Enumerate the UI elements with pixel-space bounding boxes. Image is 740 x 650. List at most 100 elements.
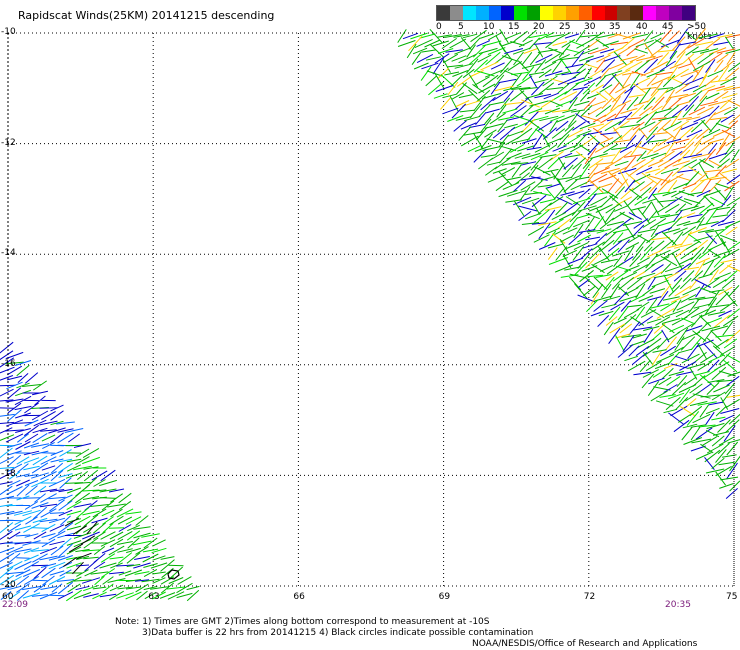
wind-barb [94,575,105,586]
wind-barb [595,75,607,87]
wind-barb [707,311,726,316]
wind-barb [50,462,64,474]
wind-barb [633,326,653,331]
wind-barb [682,423,698,429]
wind-barb [574,261,588,276]
wind-barb [713,249,733,258]
wind-barb [656,308,675,319]
wind-barb [32,553,48,563]
wind-barb [579,55,594,62]
wind-barb [654,88,669,104]
wind-barb [567,129,584,138]
wind-barb [689,277,700,290]
wind-barb [499,126,516,141]
wind-barb [23,450,40,456]
wind-barb [152,571,166,575]
wind-barb [579,163,591,179]
wind-barb [557,76,577,86]
wind-barb [659,29,672,43]
wind-barb [547,157,560,170]
wind-barb [617,306,629,321]
wind-barb [715,338,729,349]
wind-barb [22,540,41,546]
wind-barb [39,407,58,409]
wind-barb [715,405,727,417]
wind-barb [450,75,463,87]
wind-barb [580,105,593,117]
wind-barb [573,241,589,251]
wind-barb [605,203,621,214]
wind-barb [702,329,714,343]
wind-barb [634,134,645,148]
wind-barb [603,276,615,291]
wind-barb [669,324,685,333]
wind-barb [545,34,565,38]
wind-barb [617,239,630,253]
wind-barb [687,342,700,360]
wind-barb [699,202,714,215]
wind-barb [473,149,487,163]
wind-barb [692,330,707,342]
wind-barb [567,257,584,265]
wind-barb [632,264,649,273]
wind-barb [6,546,23,555]
wind-barb [506,176,522,181]
wind-barb [571,201,586,216]
wind-barb [639,105,653,117]
wind-barb [619,170,630,187]
wind-barb [640,246,653,261]
wind-barb [33,566,47,580]
wind-barb [656,119,672,133]
lon-label: 63 [148,592,160,602]
wind-barb [517,60,529,72]
wind-barb [610,301,625,311]
wind-barb [675,138,690,144]
wind-barb [518,210,532,222]
wind-barb [17,463,29,473]
wind-barb [24,554,39,562]
wind-barb [474,145,492,152]
wind-barb [706,443,724,454]
wind-barb [724,180,740,192]
wind-barb [611,147,627,150]
wind-barb [591,241,605,251]
wind-barb [133,532,151,539]
wind-barb [654,166,668,176]
wind-barb [31,549,49,552]
wind-barb [553,187,565,200]
wind-barb [644,37,662,50]
wind-barb [668,412,684,425]
lon-label: 75 [726,592,738,602]
wind-barb [464,115,481,122]
wind-barb [595,38,610,49]
wind-barb [118,524,132,532]
wind-barb [575,113,591,124]
wind-barb [651,351,662,366]
wind-barb [702,67,712,80]
wind-barb [583,76,602,86]
wind-barb [167,586,185,590]
wind-barb [160,556,175,560]
wind-barb [717,158,731,169]
wind-barb [83,469,99,482]
wind-barb [626,96,639,111]
wind-barb [663,105,679,117]
wind-barb [6,486,23,495]
wind-barb [688,90,703,102]
lat-label: -16 [1,358,16,369]
wind-barb [452,70,469,77]
wind-barb [641,201,652,216]
wind-barb [705,229,724,233]
wind-barb [599,154,616,158]
wind-barb [682,270,695,282]
wind-barb [593,300,608,312]
wind-barb [82,510,100,516]
wind-barb [636,166,653,176]
wind-barb [397,40,416,47]
wind-barb [719,149,735,163]
wind-barb [583,193,597,209]
wind-barb [646,69,665,78]
wind-barb [600,48,615,54]
wind-barb [58,458,73,463]
wind-barb [717,33,733,39]
